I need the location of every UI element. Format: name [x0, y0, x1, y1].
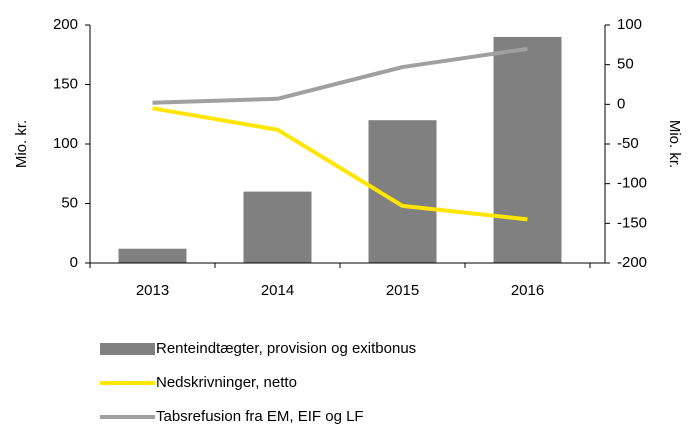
y-tick-label: 100: [53, 135, 78, 152]
y-tick-label: 0: [70, 254, 78, 271]
y2-tick-label: 50: [617, 56, 634, 73]
y2-tick-label: -50: [617, 135, 639, 152]
line-series: [152, 106, 528, 222]
legend-label: Renteindtægter, provision og exitbonus: [156, 340, 416, 357]
x-tick-label: 2016: [511, 282, 544, 299]
x-tick-label: 2015: [386, 282, 419, 299]
line-series: [152, 46, 528, 105]
legend-label: Tabsrefusion fra EM, EIF og LF: [156, 408, 364, 425]
bar: [118, 248, 187, 263]
y2-tick-label: 0: [617, 95, 625, 112]
y-axis-label: Mio. kr.: [13, 120, 30, 168]
legend-label: Nedskrivninger, netto: [156, 374, 297, 391]
y2-axis-label: Mio. kr.: [666, 120, 683, 168]
bar: [493, 36, 562, 264]
y-tick-label: 150: [53, 75, 78, 92]
x-tick-label: 2013: [136, 282, 169, 299]
y-tick-label: 50: [61, 194, 78, 211]
y2-tick-label: -150: [617, 214, 647, 231]
y2-tick-label: -200: [617, 254, 647, 271]
y-tick-label: 200: [53, 16, 78, 33]
bar: [243, 191, 312, 263]
y2-tick-label: -100: [617, 175, 647, 192]
legend-swatch: [100, 343, 155, 355]
x-tick-label: 2014: [261, 282, 294, 299]
y2-tick-label: 100: [617, 16, 642, 33]
